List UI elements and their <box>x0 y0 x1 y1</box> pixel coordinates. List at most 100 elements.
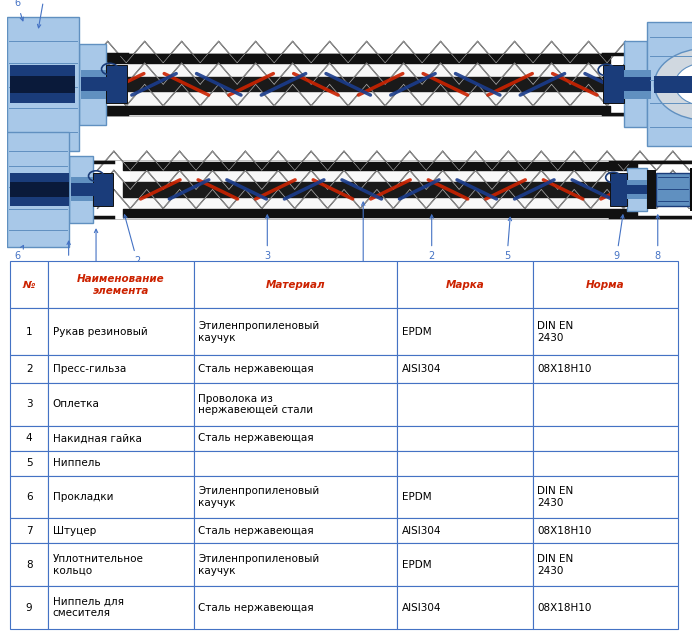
Text: EPDM: EPDM <box>402 560 431 570</box>
Bar <box>10 543 48 586</box>
Bar <box>89 63 603 106</box>
Text: Этиленпропиленовый
каучук: Этиленпропиленовый каучук <box>199 554 319 576</box>
Bar <box>71 183 94 196</box>
Bar <box>10 65 75 103</box>
Text: 2: 2 <box>428 215 435 261</box>
Bar <box>48 261 194 308</box>
Bar <box>533 476 679 519</box>
Text: Марка: Марка <box>445 280 484 290</box>
Bar <box>10 383 48 426</box>
Text: DIN EN
2430: DIN EN 2430 <box>538 486 574 508</box>
Text: 08Х18Н10: 08Х18Н10 <box>538 526 592 536</box>
Text: 08Х18Н10: 08Х18Н10 <box>538 602 592 612</box>
Text: 5: 5 <box>26 458 32 468</box>
Bar <box>106 65 127 103</box>
Bar <box>7 18 79 151</box>
Text: Прокладки: Прокладки <box>52 492 113 502</box>
Text: Этиленпропиленовый
каучук: Этиленпропиленовый каучук <box>199 321 319 342</box>
Text: Пресс-гильза: Пресс-гильза <box>52 364 126 374</box>
Text: Сталь нержавеющая: Сталь нержавеющая <box>199 364 314 374</box>
Bar <box>194 519 397 543</box>
Bar <box>10 355 48 383</box>
Bar <box>10 426 48 451</box>
Text: 4: 4 <box>66 241 72 271</box>
Bar <box>10 519 48 543</box>
Bar <box>194 586 397 629</box>
Bar <box>397 476 533 519</box>
Bar <box>533 383 679 426</box>
Text: №: № <box>23 280 36 290</box>
Bar <box>48 543 194 586</box>
Text: AISI304: AISI304 <box>402 526 441 536</box>
Text: EPDM: EPDM <box>402 327 431 337</box>
Bar <box>10 75 75 93</box>
Text: 6: 6 <box>14 0 24 21</box>
Bar <box>194 451 397 476</box>
Bar <box>627 168 647 211</box>
Text: Ниппель: Ниппель <box>52 458 100 468</box>
Bar <box>647 171 656 209</box>
Bar <box>130 171 610 209</box>
Text: 4: 4 <box>26 433 32 443</box>
Bar <box>48 519 194 543</box>
Bar <box>397 586 533 629</box>
Text: 08Х18Н10: 08Х18Н10 <box>538 364 592 374</box>
Bar <box>92 172 113 206</box>
Bar <box>81 70 108 99</box>
Bar <box>397 519 533 543</box>
Circle shape <box>689 72 699 96</box>
Text: 7: 7 <box>93 230 99 280</box>
Bar <box>71 178 94 202</box>
Bar <box>10 308 48 355</box>
Text: AISI304: AISI304 <box>402 364 441 374</box>
Text: Штуцер: Штуцер <box>52 526 96 536</box>
Text: Норма: Норма <box>586 280 625 290</box>
Bar <box>624 41 647 127</box>
Text: 8: 8 <box>655 215 661 261</box>
Text: Рукав резиновый: Рукав резиновый <box>52 327 147 337</box>
Bar <box>610 172 627 206</box>
Bar <box>656 172 690 206</box>
Bar <box>48 383 194 426</box>
Bar <box>533 451 679 476</box>
Text: EPDM: EPDM <box>402 492 431 502</box>
Bar <box>10 182 69 197</box>
Bar <box>79 44 106 125</box>
Bar <box>603 65 624 103</box>
Bar <box>10 586 48 629</box>
Circle shape <box>675 63 699 106</box>
Bar <box>397 308 533 355</box>
Text: 2: 2 <box>124 215 140 266</box>
Bar <box>533 519 679 543</box>
Text: Сталь нержавеющая: Сталь нержавеющая <box>199 526 314 536</box>
Bar <box>10 172 69 206</box>
Text: DIN EN
2430: DIN EN 2430 <box>538 321 574 342</box>
Bar <box>397 383 533 426</box>
Text: Уплотнительное
кольцо: Уплотнительное кольцо <box>52 554 143 576</box>
Bar <box>647 22 696 146</box>
Bar <box>81 77 108 91</box>
Text: 7: 7 <box>38 0 48 28</box>
Text: Материал: Материал <box>266 280 325 290</box>
Text: 9: 9 <box>26 602 32 612</box>
Text: Оплетка: Оплетка <box>52 399 99 410</box>
Text: 6: 6 <box>26 492 32 502</box>
Text: 6: 6 <box>14 245 24 261</box>
Text: DIN EN
2430: DIN EN 2430 <box>538 554 574 576</box>
Bar <box>48 451 194 476</box>
Circle shape <box>654 49 699 120</box>
Bar <box>690 168 699 211</box>
Bar <box>10 476 48 519</box>
Bar <box>194 355 397 383</box>
Text: AISI304: AISI304 <box>402 602 441 612</box>
Bar <box>10 261 48 308</box>
Bar <box>397 261 533 308</box>
Bar <box>194 476 397 519</box>
Text: 9: 9 <box>614 215 624 261</box>
Text: 7: 7 <box>26 526 32 536</box>
Bar <box>194 426 397 451</box>
Text: Проволока из
нержавеющей стали: Проволока из нержавеющей стали <box>199 394 313 415</box>
Bar <box>533 426 679 451</box>
Bar <box>624 70 651 99</box>
Text: 1: 1 <box>26 327 32 337</box>
